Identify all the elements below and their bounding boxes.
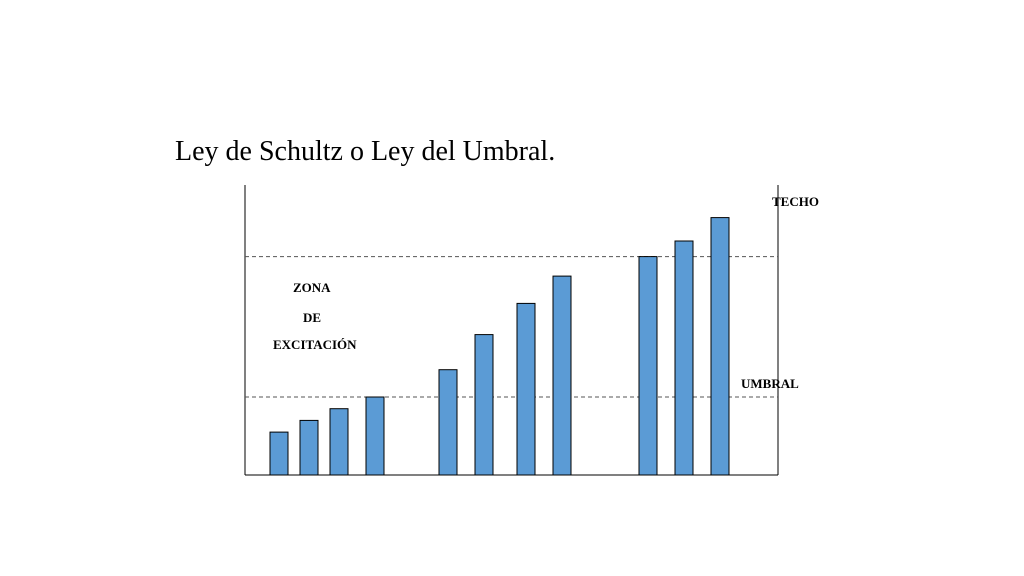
bar-g2-4 — [552, 275, 572, 476]
zona-label-line1: ZONA — [293, 280, 331, 295]
zona-label-line3: EXCITACIÓN — [273, 337, 357, 352]
bar-g2-2 — [474, 334, 494, 476]
bar-g2-3 — [516, 302, 536, 476]
bar-g1-3 — [329, 408, 349, 476]
bar-g1-1 — [269, 431, 289, 476]
zona-label-line2: DE — [303, 310, 321, 325]
techo-label: TECHO — [772, 194, 819, 209]
bars-group — [269, 217, 730, 476]
bar-g3-3 — [710, 217, 730, 476]
bar-g2-1 — [438, 369, 458, 476]
bar-g3-2 — [674, 240, 694, 476]
slide-title: Ley de Schultz o Ley del Umbral. — [175, 136, 556, 167]
bar-g1-2 — [299, 419, 319, 476]
bar-g1-4 — [365, 396, 385, 476]
umbral-label: UMBRAL — [741, 376, 799, 391]
bar-g3-1 — [638, 256, 658, 476]
